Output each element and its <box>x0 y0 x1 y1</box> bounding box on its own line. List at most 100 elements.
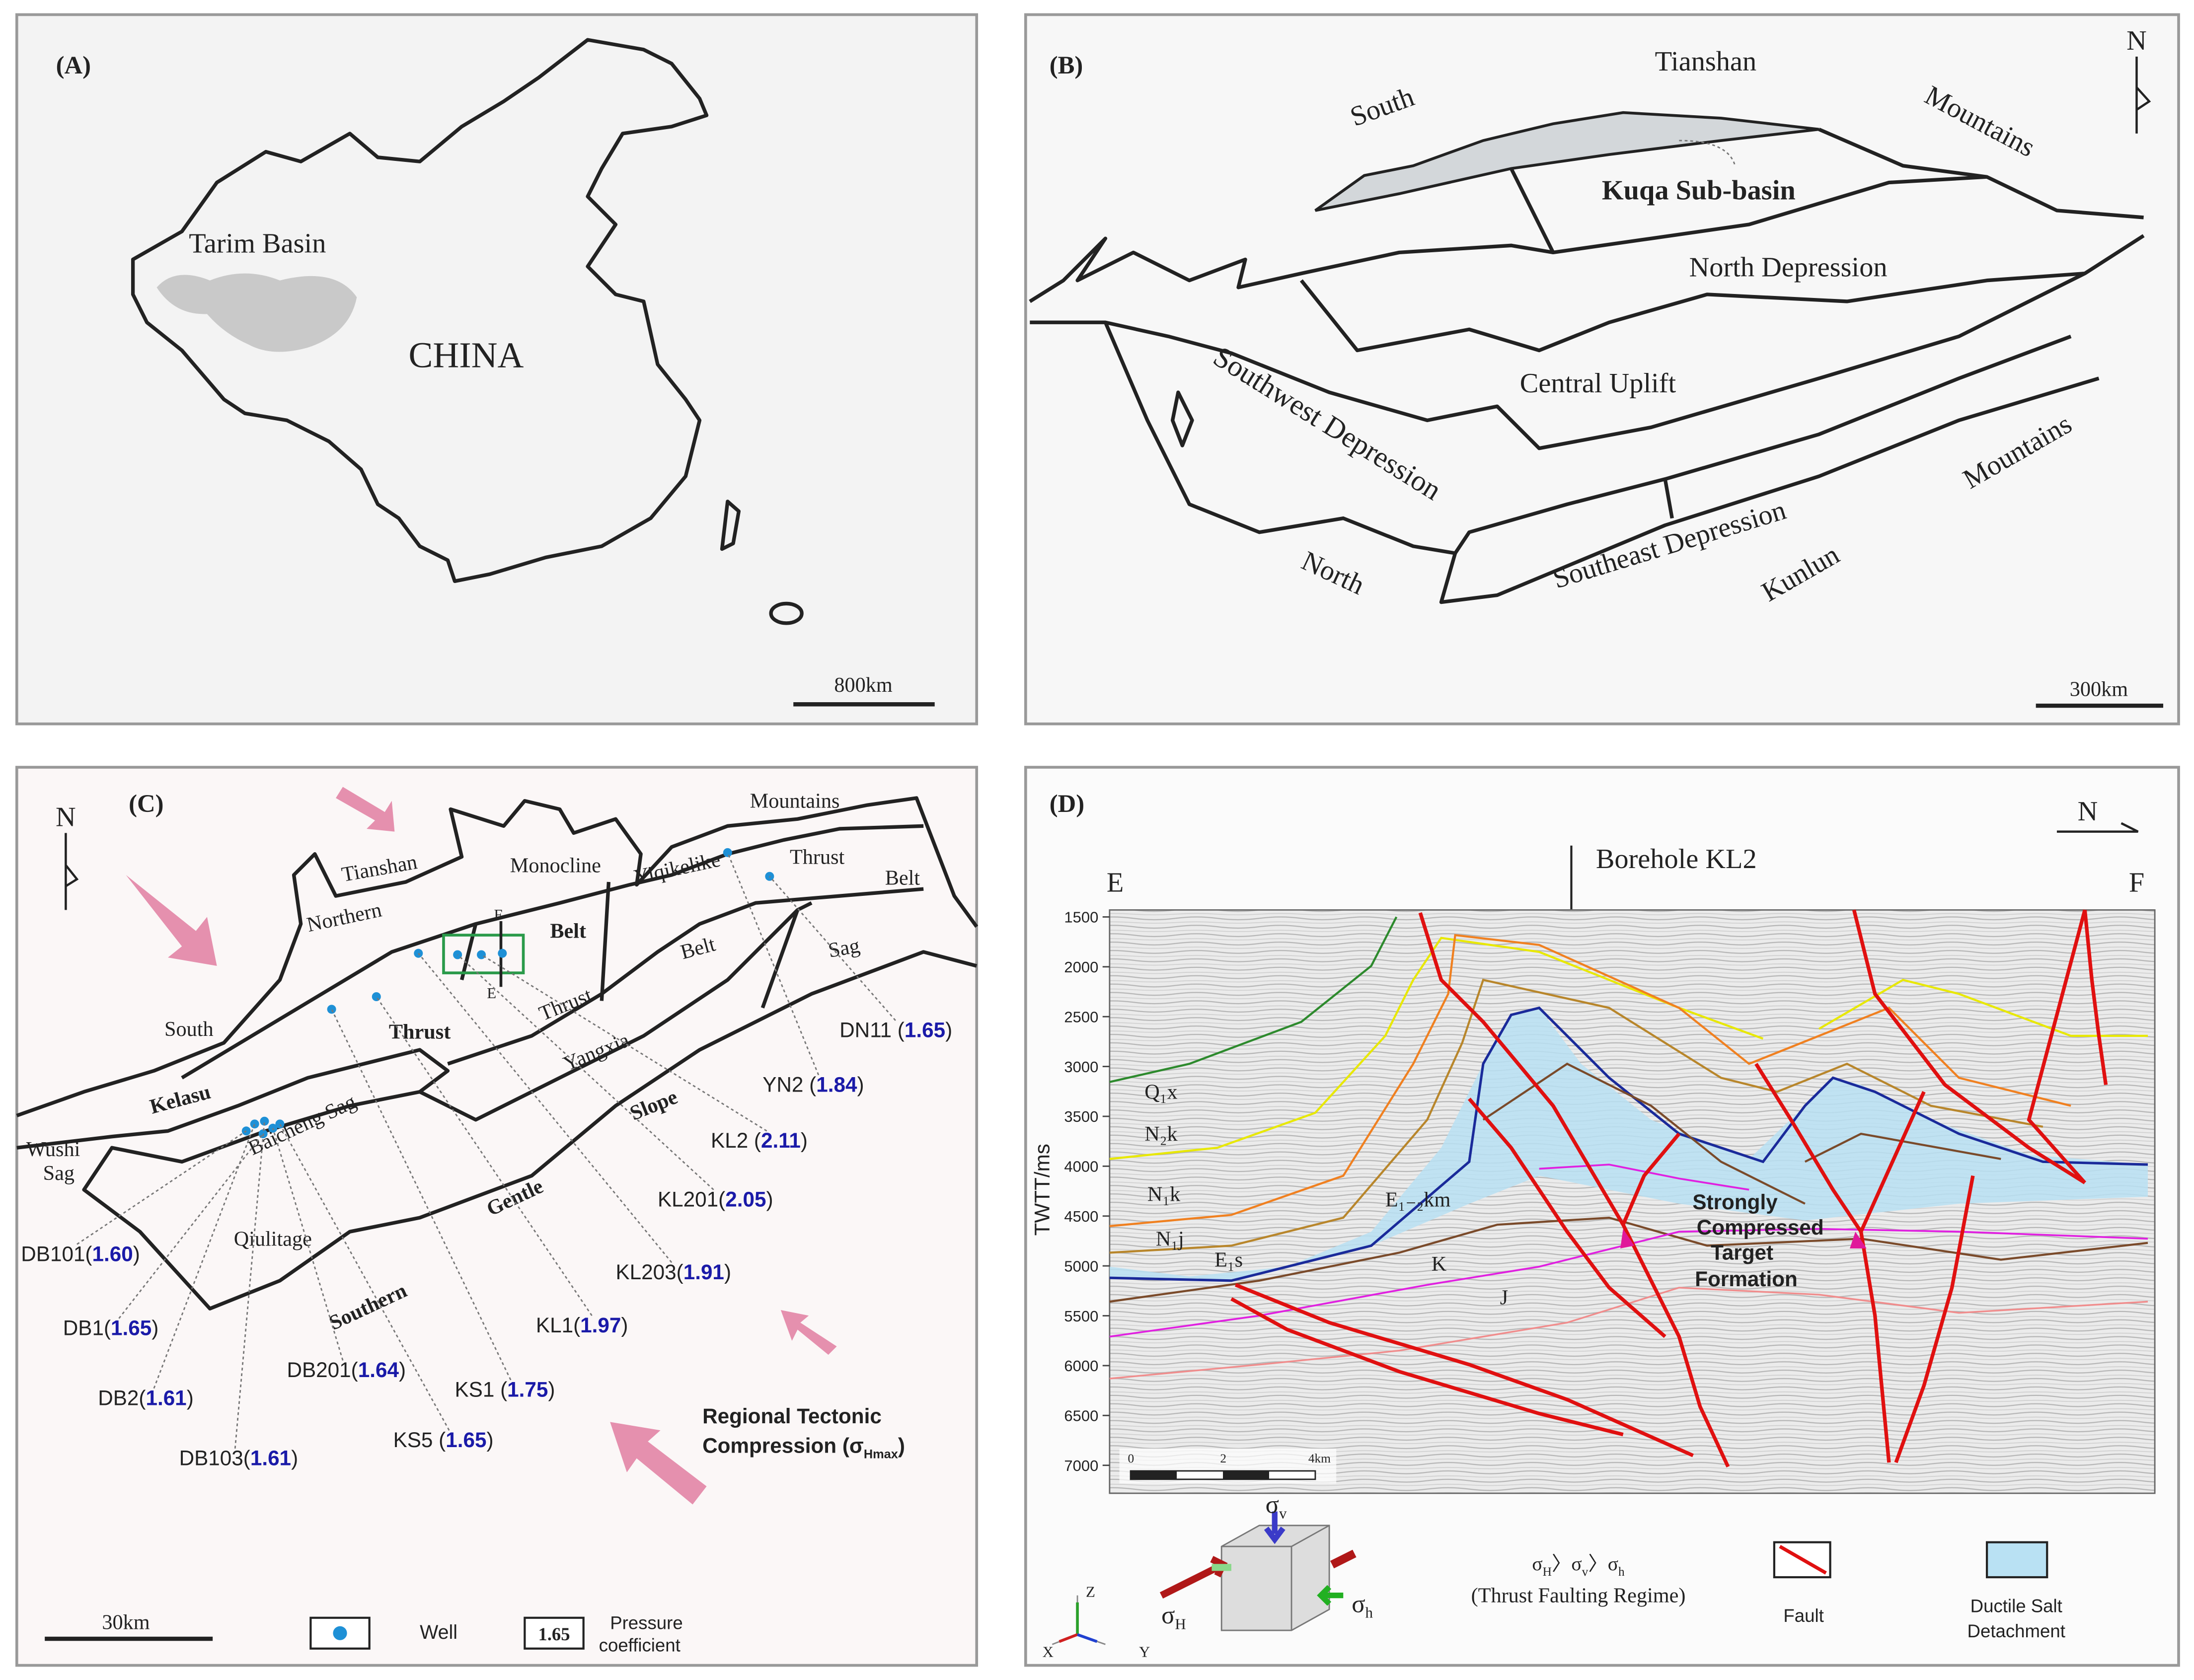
y-tick-label: 5500 <box>1064 1308 1098 1325</box>
axis-label: Z <box>1086 1583 1095 1600</box>
north-arrow <box>2056 822 2139 833</box>
text-part: σ <box>1352 1590 1365 1617</box>
horizon <box>1109 934 2071 1228</box>
well-name: DB1( <box>63 1316 111 1340</box>
panel-label: (B) <box>1050 51 1083 79</box>
well-label: KL203(1.91) <box>615 1260 731 1284</box>
well-name: KS1 ( <box>455 1378 508 1401</box>
leader-line <box>234 1121 265 1449</box>
y-tick-label: 6000 <box>1064 1357 1098 1375</box>
region-label: Tarim Basin <box>189 228 326 259</box>
y-tick-label: 1500 <box>1064 909 1098 926</box>
boundary <box>1439 376 2100 604</box>
stress-cube <box>1220 1525 1330 1631</box>
place-label: Monocline <box>510 854 601 877</box>
pressure-coefficient: 1.75 <box>507 1378 548 1401</box>
place-label: Wushi <box>26 1138 80 1161</box>
section-end: F <box>2129 868 2144 898</box>
y-tick-label: 2500 <box>1064 1008 1098 1025</box>
panel-a: (A) Tarim Basin CHINA 800km <box>15 13 979 726</box>
well <box>723 848 732 857</box>
legend-box-label: 1.65 <box>538 1624 570 1644</box>
legend-key <box>524 1616 585 1650</box>
target-label: Formation <box>1695 1267 1798 1291</box>
y-tick-label: 3000 <box>1064 1058 1098 1076</box>
place-label: North Depression <box>1689 252 1888 283</box>
boundary <box>181 824 924 1080</box>
horizon <box>1109 1287 2148 1380</box>
section-end: E <box>487 984 496 1002</box>
borehole-label: Borehole KL2 <box>1596 844 1757 875</box>
scale-label: 4km <box>1308 1452 1331 1465</box>
island <box>720 500 741 551</box>
regime-name: (Thrust Faulting Regime) <box>1471 1584 1686 1607</box>
legend-label: coefficient <box>599 1635 681 1655</box>
section-end: E <box>1107 868 1124 898</box>
y-tick-label: 7000 <box>1064 1457 1098 1474</box>
tarim-basin <box>156 273 357 352</box>
boundary <box>447 887 924 1066</box>
well-name: KL2 ( <box>711 1129 761 1152</box>
well-label: KL2 (2.11) <box>711 1129 808 1152</box>
text-part: 〉σ <box>1552 1553 1582 1575</box>
well <box>477 950 486 959</box>
well-name: KL203( <box>615 1260 683 1284</box>
stress-label: σh <box>1352 1590 1373 1621</box>
horizon <box>1109 1164 2148 1338</box>
well-label: DN11 (1.65) <box>839 1019 952 1042</box>
place-label: Thrust <box>389 1021 451 1044</box>
well <box>260 1116 269 1126</box>
pressure-coefficient: 2.11 <box>761 1129 801 1152</box>
target-label: Compressed <box>1697 1216 1824 1239</box>
pressure-coefficient: 1.97 <box>580 1314 621 1337</box>
place-label: Sag <box>43 1162 75 1185</box>
well-label: KL1(1.97) <box>536 1314 628 1337</box>
y-tick-label: 2000 <box>1064 958 1098 976</box>
place-label: Thrust <box>790 845 845 869</box>
island <box>769 601 804 625</box>
well-label: KS1 (1.75) <box>455 1378 555 1401</box>
leader-line <box>457 954 714 1190</box>
well-name: ) <box>945 1019 952 1042</box>
well <box>498 949 507 958</box>
y-tick-label: 4500 <box>1064 1208 1098 1225</box>
north-label: N <box>2078 796 2098 827</box>
stress-label: σH <box>1161 1601 1186 1632</box>
text-part: σ <box>1161 1601 1175 1629</box>
well-label: KL201(2.05) <box>658 1188 773 1211</box>
regime-formula: σH〉σv〉σh <box>1532 1553 1625 1579</box>
text-part: Hmax <box>864 1448 898 1461</box>
well <box>250 1119 259 1129</box>
well-label: DB103(1.61) <box>179 1447 299 1470</box>
well-label: DB101(1.60) <box>21 1242 140 1265</box>
pressure-coefficient: 1.61 <box>250 1447 291 1470</box>
pressure-coefficient: 1.65 <box>111 1316 151 1340</box>
well-name: ) <box>724 1260 731 1284</box>
panel-label: (D) <box>1050 790 1084 817</box>
boundary <box>1030 234 2145 450</box>
well-name: ) <box>291 1447 298 1470</box>
panel-label: (A) <box>56 51 91 79</box>
boundary <box>1663 479 1674 519</box>
formation-label: E₁₋₂km <box>1385 1188 1451 1212</box>
place-label: Belt <box>550 920 586 943</box>
horizon <box>1109 978 2043 1254</box>
horizon <box>1109 1062 2148 1303</box>
pressure-coefficient: 1.65 <box>446 1428 486 1452</box>
scale-label: 300km <box>2070 677 2128 701</box>
well-name: ) <box>857 1073 864 1096</box>
y-tick-label: 5000 <box>1064 1257 1098 1275</box>
formation-label: N₂k <box>1144 1122 1178 1146</box>
text-part: h <box>1365 1604 1373 1621</box>
scale-label: 30km <box>102 1610 150 1634</box>
leader-line <box>331 1009 512 1381</box>
legend-label: Well <box>420 1621 457 1643</box>
well-name: DB2( <box>98 1387 146 1410</box>
leader-line <box>727 852 820 1076</box>
panel-label: (C) <box>129 790 163 817</box>
well <box>372 992 381 1002</box>
place-label: Tianshan <box>1655 46 1756 77</box>
well <box>414 949 423 958</box>
